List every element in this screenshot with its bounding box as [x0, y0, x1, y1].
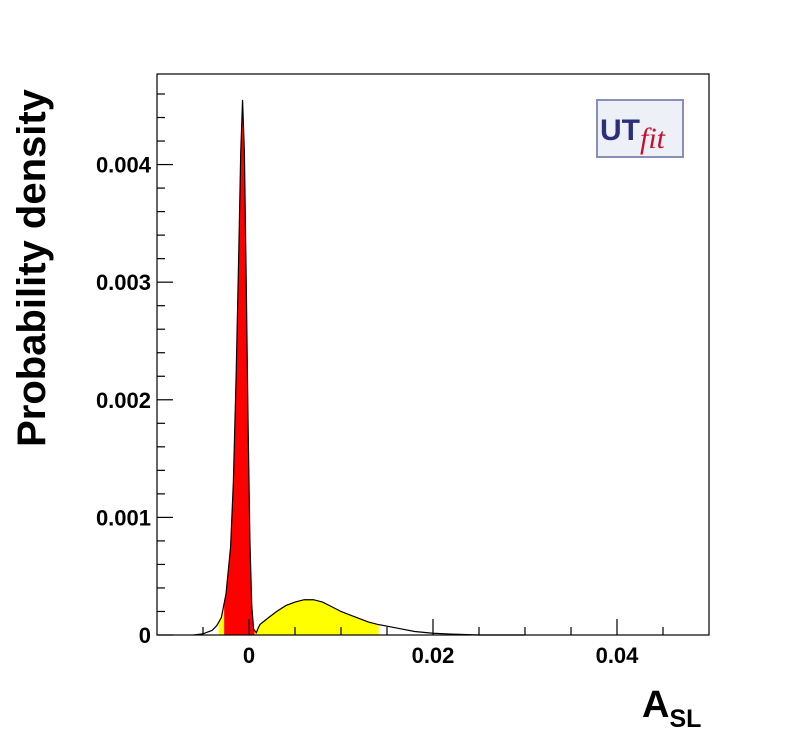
logo-main: UT [600, 114, 640, 147]
y-tick-label: 0.001 [96, 505, 151, 530]
x-tick-label: 0.04 [596, 643, 640, 668]
x-tick-label: 0 [243, 643, 255, 668]
x-axis-label-main: A [642, 684, 669, 726]
y-tick-label: 0.004 [96, 153, 152, 178]
y-tick-label: 0 [139, 623, 151, 648]
x-tick-label: 0.02 [412, 643, 455, 668]
x-axis-label: ASL [642, 684, 701, 733]
credible-region [224, 99, 255, 635]
x-axis-label-sub: SL [669, 705, 701, 733]
y-tick-label: 0.003 [96, 270, 151, 295]
logo-sub: fit [640, 122, 666, 155]
y-tick-label: 0.002 [96, 388, 151, 413]
logo: UT fit [596, 99, 684, 158]
y-axis-label: Probability density [10, 88, 54, 447]
density-curve [193, 99, 525, 636]
logo-box [596, 99, 684, 158]
